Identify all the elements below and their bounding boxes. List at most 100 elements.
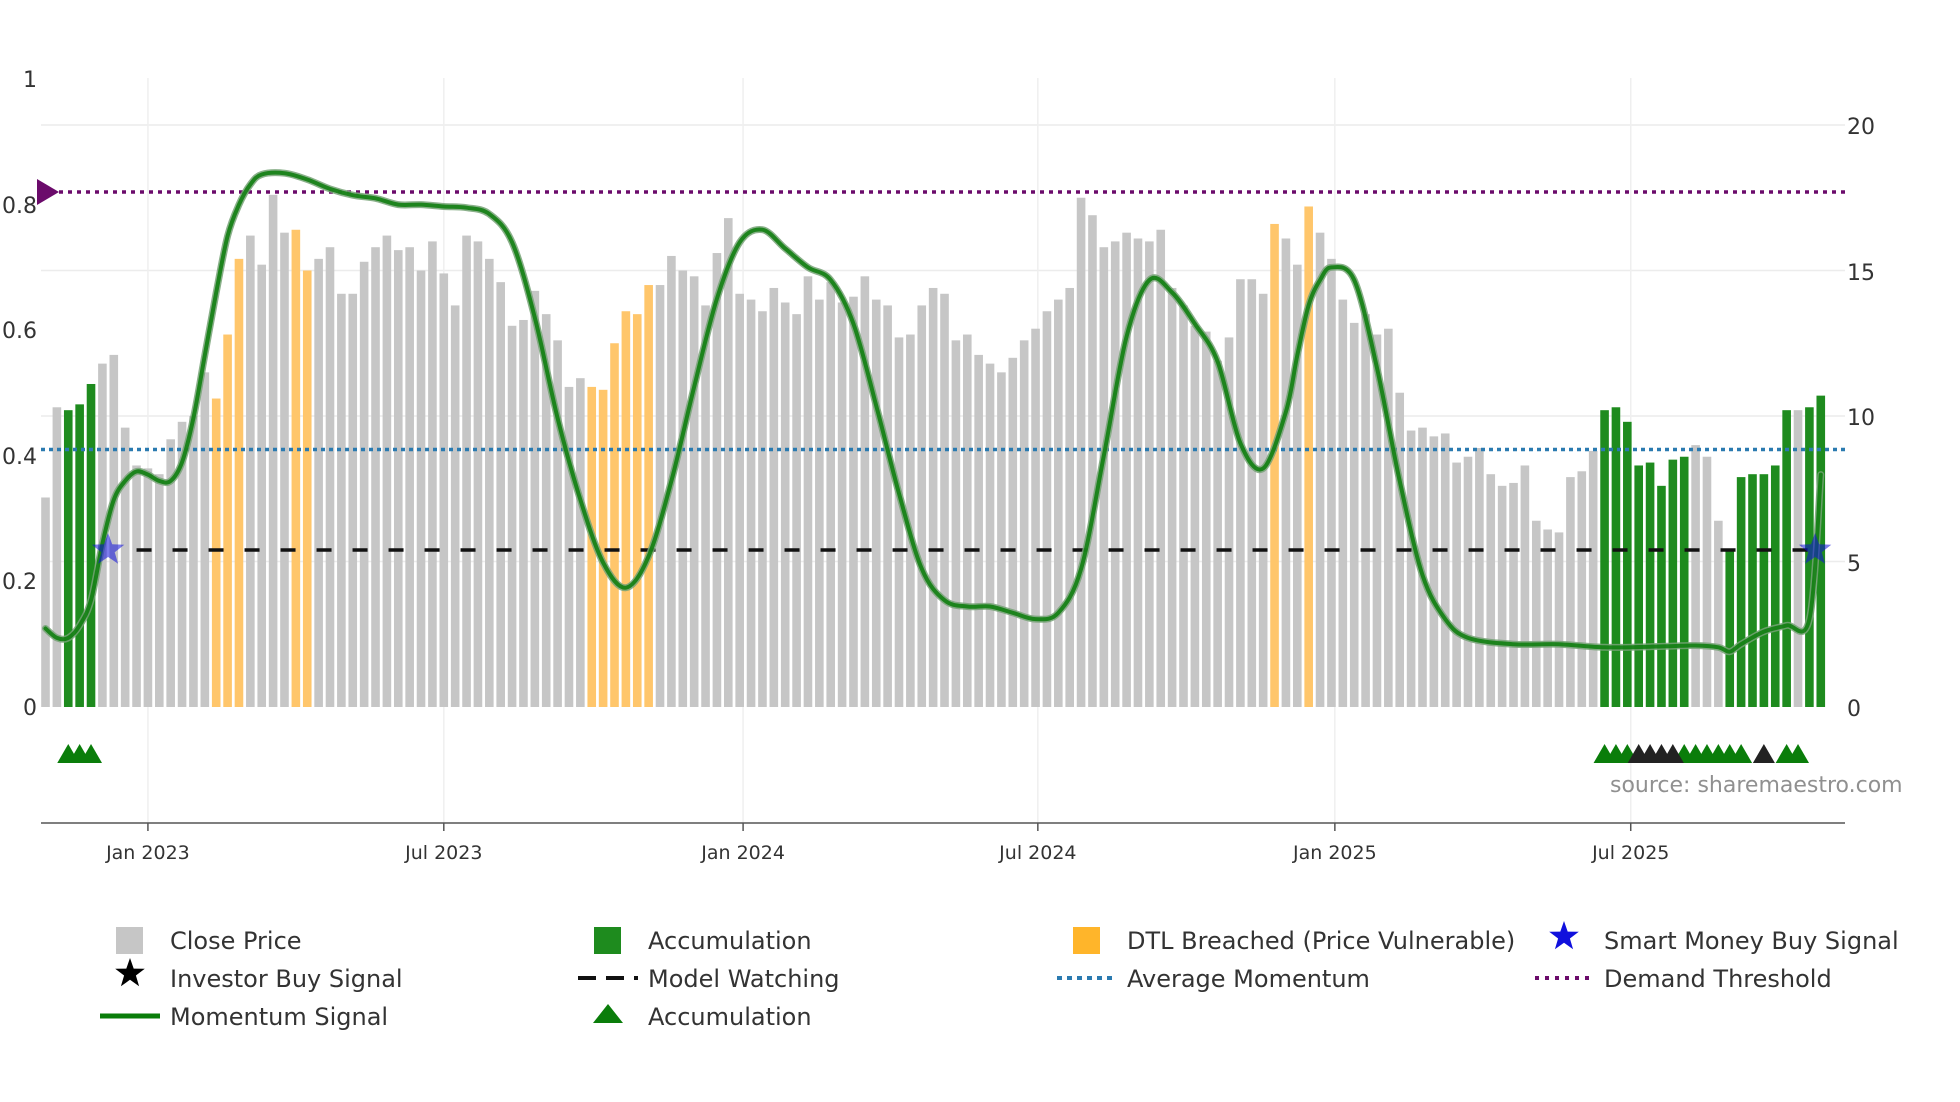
close-price-bar-46: [553, 340, 562, 707]
legend: Close Price Investor Buy Signal Momentum…: [100, 921, 1899, 1031]
close-price-bar-47: [564, 386, 574, 707]
close-price-bar-129: [1497, 485, 1507, 707]
close-price-bar-102: [1190, 325, 1200, 707]
close-price-bar-96: [1122, 232, 1131, 708]
close-price-bar-58: [689, 276, 699, 707]
close-price-bar-20: [257, 264, 267, 707]
close-price-bar-10: [143, 468, 153, 707]
close-price-bar-79: [928, 287, 938, 707]
close-price-bar-121: [1406, 430, 1416, 707]
close-price-bar-118: [1372, 334, 1382, 707]
close-price-bar-87: [1019, 340, 1029, 707]
close-price-bar-94: [1099, 247, 1109, 707]
accumulation-marker-155: [1787, 744, 1810, 763]
accumulation-marker-150: [1730, 744, 1753, 763]
close-price-bar-73: [860, 276, 870, 707]
close-price-bar-57: [678, 270, 688, 707]
close-price-bar-48: [576, 378, 585, 707]
left-tick-0.6: 0.6: [2, 319, 37, 344]
close-price-bar-106: [1236, 279, 1245, 707]
close-price-bar-131: [1520, 465, 1530, 707]
accumulation-bar-5: [86, 383, 96, 707]
legend-model-watching-label: Model Watching: [648, 965, 840, 993]
close-price-bar-2: [52, 407, 62, 707]
x-tick-label-3: Jul 2024: [998, 842, 1076, 864]
close-price-bar-97: [1133, 238, 1143, 708]
close-price-bar-65: [769, 287, 779, 707]
close-price-bar-9: [132, 465, 141, 707]
close-price-bar-60: [712, 253, 722, 708]
close-price-bar-104: [1213, 360, 1222, 707]
close-price-bar-37: [450, 305, 460, 707]
axes: 1 0.8 0.6 0.4 0.2 0 20 15 10 5 0 Jan 202…: [2, 68, 1875, 864]
close-price-bar-19: [246, 235, 255, 707]
close-price-bar-113: [1315, 232, 1325, 708]
dtl-breached-bar-52: [621, 311, 631, 707]
close-price-bar-43: [519, 319, 528, 707]
close-price-bar-8: [120, 427, 130, 707]
accumulation-bar-139: [1611, 407, 1621, 707]
x-tick-label-2: Jan 2024: [700, 842, 785, 864]
legend-accumulation-swatch: [594, 927, 621, 954]
x-tick-label-1: Jul 2023: [404, 842, 482, 864]
close-price-bar-92: [1076, 197, 1086, 707]
close-price-bar-14: [189, 416, 198, 707]
close-price-bar-26: [325, 247, 335, 707]
close-price-bar-35: [428, 241, 437, 707]
legend-close-price-swatch: [116, 927, 143, 954]
x-tick-label-5: Jul 2025: [1591, 842, 1669, 864]
close-price-bar-68: [803, 276, 813, 707]
legend-smart-money-icon: [1549, 921, 1579, 950]
left-tick-0.8: 0.8: [2, 194, 37, 219]
legend-smart-money-label: Smart Money Buy Signal: [1604, 927, 1899, 955]
close-price-bar-103: [1201, 331, 1211, 707]
right-tick-15: 15: [1847, 261, 1875, 286]
dtl-breached-bar-16: [211, 398, 221, 707]
close-price-bar-27: [337, 293, 346, 707]
indicator-lines: [37, 169, 1845, 656]
close-price-bar-98: [1145, 241, 1154, 707]
left-tick-0: 0: [23, 696, 37, 721]
close-price-bar-59: [701, 305, 710, 707]
close-price-bar-84: [985, 363, 995, 707]
dtl-breached-bar-51: [610, 343, 619, 707]
legend-dtl-swatch: [1073, 927, 1100, 954]
close-price-bar-95: [1110, 241, 1120, 707]
close-price-bar-128: [1486, 474, 1496, 707]
smart-money-buy-star-1: [1798, 533, 1832, 564]
legend-accumulation-triangle-label: Accumulation: [648, 1003, 812, 1031]
close-price-bar-127: [1475, 448, 1484, 707]
dtl-breached-bar-54: [644, 285, 653, 707]
close-price-bar-99: [1156, 229, 1166, 707]
close-price-bar-125: [1452, 462, 1461, 707]
accumulation-bar-3: [63, 410, 73, 707]
close-price-bar-86: [1008, 357, 1018, 707]
investor-buy-marker-144: [1661, 744, 1684, 763]
close-price-bar-12: [166, 439, 175, 707]
close-price-bar-89: [1042, 311, 1052, 707]
close-price-bar-25: [314, 258, 323, 707]
close-price-bar-40: [485, 258, 494, 707]
close-price-bar-71: [837, 302, 847, 707]
close-price-bar-36: [439, 273, 449, 707]
close-price-bar-41: [496, 282, 505, 707]
close-price-bar-101: [1179, 305, 1188, 707]
close-price-bar-148: [1714, 520, 1723, 707]
close-price-bar-147: [1702, 456, 1712, 707]
close-price-bar-88: [1031, 328, 1040, 707]
close-price-bar-81: [951, 340, 961, 707]
close-price-bar-62: [735, 293, 744, 707]
close-price-bar-114: [1327, 258, 1336, 707]
close-price-bar-39: [473, 241, 483, 707]
close-price-bar-42: [507, 325, 517, 707]
legend-momentum-label: Momentum Signal: [170, 1003, 388, 1031]
momentum-signal-line: [43, 170, 1823, 654]
left-tick-0.4: 0.4: [2, 445, 37, 470]
accumulation-bar-141: [1634, 465, 1643, 707]
dtl-breached-bar-17: [223, 334, 232, 707]
close-price-bar-107: [1247, 279, 1257, 707]
accumulation-bar-150: [1736, 477, 1746, 707]
legend-accumulation-triangle-icon: [593, 1004, 623, 1023]
close-price-bar-1: [41, 497, 50, 707]
